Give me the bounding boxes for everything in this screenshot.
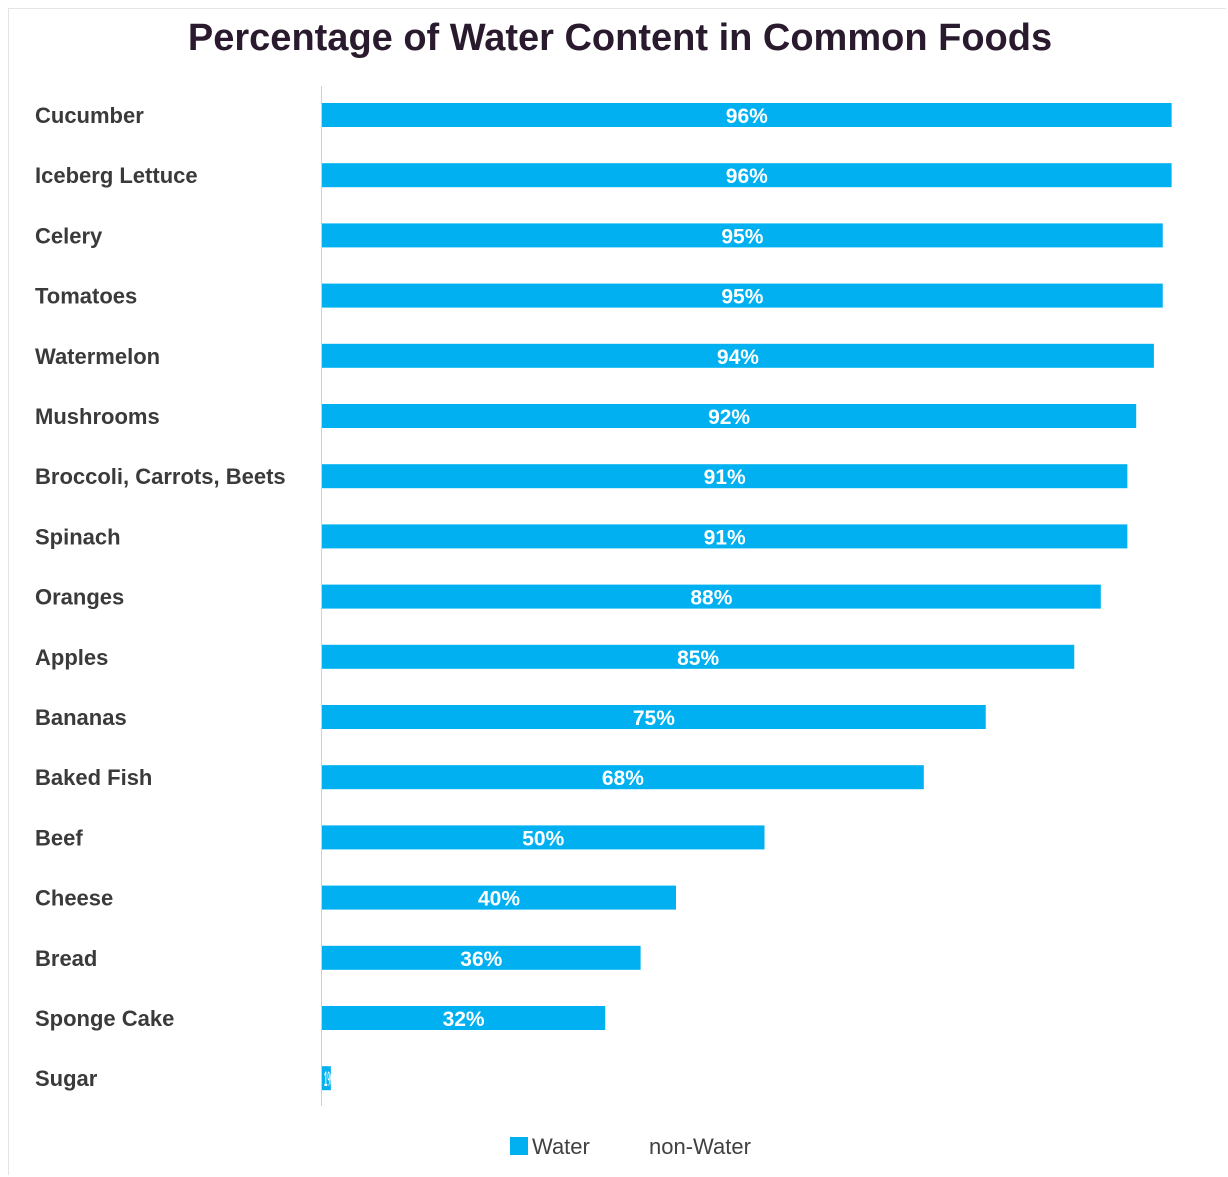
- bar-water-tomatoes: [322, 283, 1163, 308]
- bar-water-cheese: [322, 885, 676, 910]
- data-label-cheese: 40%: [478, 888, 520, 911]
- data-label-broccoli-carrots-beets: 91%: [704, 466, 746, 489]
- legend-label-water: Water: [532, 1134, 590, 1159]
- bar-water-bananas: [322, 705, 986, 729]
- category-label-iceberg-lettuce: Iceberg Lettuce: [35, 163, 198, 188]
- bar-water-oranges: [322, 584, 1101, 609]
- bar-water-bread: [322, 945, 641, 970]
- category-label-watermelon: Watermelon: [35, 344, 160, 369]
- legend-label-non-water: non-Water: [649, 1134, 751, 1159]
- bar-water-beef: [322, 825, 765, 850]
- bar-water-spinach: [322, 524, 1128, 549]
- category-label-oranges: Oranges: [35, 585, 124, 610]
- data-label-watermelon: 94%: [717, 346, 759, 369]
- bar-water-cucumber: [322, 103, 1172, 127]
- data-label-iceberg-lettuce: 96%: [726, 165, 768, 188]
- category-label-cheese: Cheese: [35, 886, 113, 911]
- category-label-apples: Apples: [35, 645, 108, 670]
- category-label-broccoli-carrots-beets: Broccoli, Carrots, Beets: [35, 464, 286, 489]
- bars: [322, 103, 1172, 1091]
- bar-water-mushrooms: [322, 404, 1137, 428]
- category-label-celery: Celery: [35, 223, 103, 248]
- category-label-bread: Bread: [35, 946, 97, 971]
- data-label-baked-fish: 68%: [602, 767, 644, 790]
- bar-water-watermelon: [322, 343, 1154, 368]
- bar-water-baked-fish: [322, 765, 924, 790]
- data-label-celery: 95%: [721, 225, 763, 248]
- legend-swatch-water: [510, 1137, 528, 1155]
- category-label-beef: Beef: [35, 825, 83, 850]
- data-label-mushrooms: 92%: [708, 406, 750, 429]
- category-label-bananas: Bananas: [35, 705, 127, 730]
- chart-frame: [8, 8, 1226, 1175]
- bar-water-iceberg-lettuce: [322, 163, 1172, 188]
- data-label-spinach: 91%: [704, 526, 746, 549]
- bar-water-sponge-cake: [322, 1006, 606, 1030]
- legend: Water non-Water: [510, 1134, 751, 1159]
- data-label-sponge-cake: 32%: [443, 1008, 485, 1031]
- data-label-apples: 85%: [677, 647, 719, 670]
- data-label-tomatoes: 95%: [721, 286, 763, 309]
- chart-title: Percentage of Water Content in Common Fo…: [188, 17, 1052, 59]
- legend-swatch-non-water: [627, 1137, 645, 1155]
- data-label-beef: 50%: [522, 827, 564, 850]
- data-label-oranges: 88%: [690, 587, 732, 610]
- bar-water-sugar: [322, 1066, 331, 1091]
- category-label-tomatoes: Tomatoes: [35, 284, 137, 309]
- bar-labels: 96% 96% 95% 95% 94% 92% 91% 91% 88% 85% 75% 68% 50% 4…: [324, 105, 768, 1091]
- bar-water-apples: [322, 644, 1075, 669]
- category-label-spinach: Spinach: [35, 524, 121, 549]
- category-label-mushrooms: Mushrooms: [35, 404, 160, 429]
- category-label-baked-fish: Baked Fish: [35, 765, 152, 790]
- bar-water-celery: [322, 223, 1163, 248]
- category-label-sugar: Sugar: [35, 1066, 98, 1091]
- data-label-bread: 36%: [460, 948, 502, 971]
- data-label-cucumber: 96%: [726, 105, 768, 128]
- category-label-sponge-cake: Sponge Cake: [35, 1006, 174, 1031]
- category-labels: Cucumber Iceberg Lettuce Celery Tomatoes Wat…: [35, 103, 286, 1091]
- bar-water-broccoli-carrots-beets: [322, 464, 1128, 489]
- category-label-cucumber: Cucumber: [35, 103, 144, 128]
- data-label-bananas: 75%: [633, 707, 675, 730]
- data-label-sugar: 1%: [324, 1068, 333, 1091]
